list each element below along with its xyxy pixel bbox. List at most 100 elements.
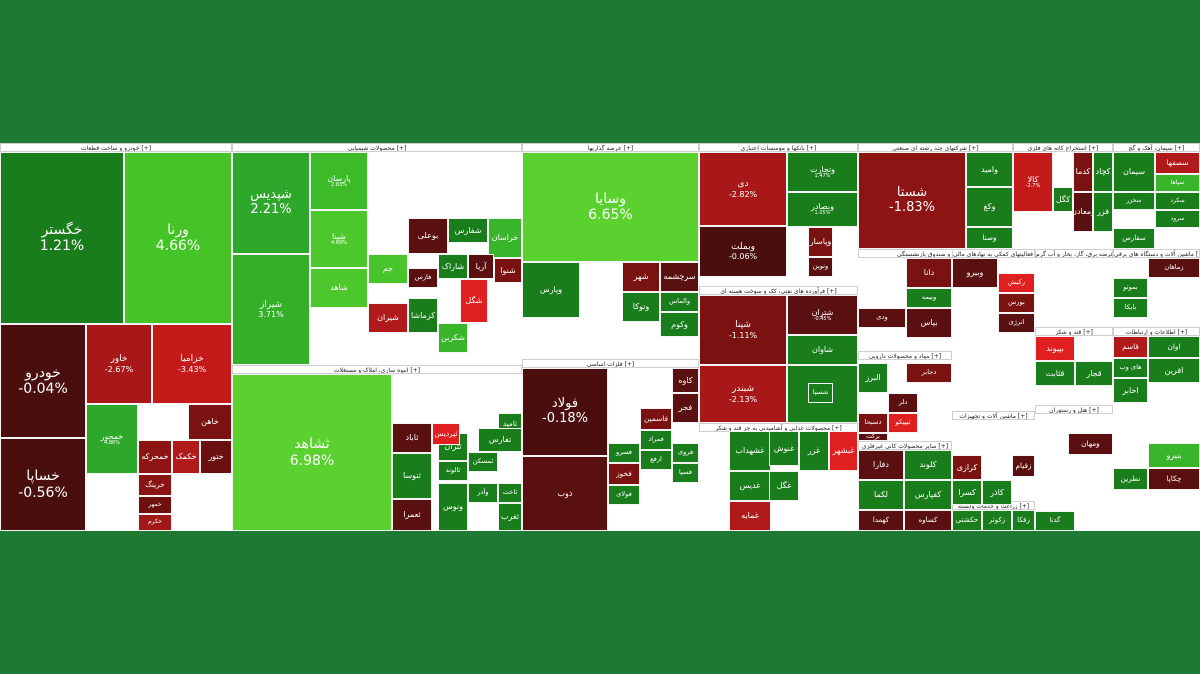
stock-tile[interactable]: غمایه	[729, 501, 771, 531]
stock-tile[interactable]: ثعمرا	[392, 499, 432, 531]
stock-tile[interactable]: ونوین	[808, 257, 833, 277]
stock-tile[interactable]: فزر	[1093, 192, 1113, 232]
stock-tile[interactable]: اوان	[1148, 336, 1200, 358]
stock-tile[interactable]: خزامیا -3.43%	[152, 324, 232, 404]
stock-tile[interactable]: ودی	[858, 308, 906, 328]
stock-tile[interactable]: دفارا	[858, 450, 904, 480]
stock-tile[interactable]: وکوم	[660, 312, 699, 337]
stock-tile[interactable]: کسرا	[952, 480, 982, 505]
stock-tile[interactable]: زماهان	[1148, 258, 1200, 278]
stock-tile[interactable]: ثاباد	[392, 423, 432, 453]
stock-tile[interactable]: خکمک	[172, 440, 200, 474]
stock-tile[interactable]: ونوس	[438, 483, 468, 531]
sector-header[interactable]: خودرو و ساخت قطعات [+]	[0, 143, 232, 152]
stock-tile[interactable]: زقیام	[1012, 455, 1035, 477]
stock-tile[interactable]: غشهداب	[729, 431, 771, 471]
sector-header[interactable]: عرضه برق، گاز، بخار و آب گرم [+]	[1035, 249, 1113, 258]
stock-tile[interactable]: شتران -0.45%	[787, 295, 858, 335]
stock-tile[interactable]: ومعادن	[1073, 192, 1093, 232]
stock-tile[interactable]: شگل	[460, 279, 488, 323]
stock-tile[interactable]: خودرو -0.04%	[0, 324, 86, 438]
stock-tile[interactable]: فولای	[608, 485, 640, 505]
stock-tile[interactable]: شپنا -1.11%	[699, 295, 787, 365]
stock-tile[interactable]: شاراک	[438, 254, 468, 279]
stock-tile[interactable]: قثابت	[1035, 361, 1075, 386]
stock-tile[interactable]: بپیوند	[1035, 336, 1075, 361]
stock-tile[interactable]: ارفع	[640, 450, 672, 470]
stock-tile[interactable]: بنیرو	[1148, 443, 1200, 468]
stock-tile[interactable]: شاهد	[310, 268, 368, 308]
stock-tile[interactable]: وامید	[966, 152, 1013, 187]
stock-tile[interactable]: غزر	[799, 431, 829, 471]
stock-tile[interactable]: کرماشا	[408, 298, 438, 333]
stock-tile[interactable]: شپدیس 2.21%	[232, 152, 310, 254]
stock-tile[interactable]: بموتو	[1113, 278, 1148, 298]
stock-tile[interactable]: سخزر	[1113, 192, 1155, 210]
stock-tile[interactable]: دلر	[888, 393, 918, 413]
stock-tile[interactable]: ثمسکن	[468, 452, 498, 472]
sector-header[interactable]: فلزات اساسی [+]	[522, 359, 699, 368]
stock-tile[interactable]: خمهر	[138, 496, 172, 514]
stock-tile[interactable]: خساپا -0.56%	[0, 438, 86, 531]
stock-tile[interactable]: خاور -2.67%	[86, 324, 152, 404]
stock-tile[interactable]: غبشهر	[829, 431, 858, 471]
stock-tile[interactable]: زفکا	[1012, 510, 1035, 531]
stock-tile[interactable]: نطرین	[1113, 468, 1148, 490]
stock-tile[interactable]: خکرم	[138, 514, 172, 531]
sector-header[interactable]: فعالیتهای کمکی به نهادهای مالی [+]	[952, 249, 1035, 258]
stock-tile[interactable]: بورس	[998, 293, 1035, 313]
stock-tile[interactable]: کاذر	[982, 480, 1012, 505]
stock-tile[interactable]: البرز	[858, 363, 888, 393]
stock-tile[interactable]: خگستر 1.21%	[0, 152, 124, 324]
stock-tile[interactable]: کلوند	[904, 450, 952, 480]
stock-tile[interactable]: سصفها	[1155, 152, 1200, 174]
stock-tile[interactable]: خراسان	[488, 218, 522, 258]
stock-tile[interactable]: وسایا 6.65%	[522, 152, 699, 262]
stock-tile[interactable]: تفارس	[478, 428, 522, 452]
stock-tile[interactable]: بپاس	[906, 308, 952, 338]
stock-tile[interactable]: شسپا	[808, 383, 833, 403]
stock-tile[interactable]: وبیرو	[952, 258, 998, 288]
stock-tile[interactable]: کاوه	[672, 368, 699, 393]
stock-tile[interactable]: وپارس	[522, 262, 580, 318]
stock-tile[interactable]: تیپیکو	[888, 413, 918, 433]
sector-header[interactable]: ماشین آلات و تجهیزات [+]	[952, 411, 1035, 420]
stock-tile[interactable]: شفارس	[448, 218, 488, 243]
stock-tile[interactable]: ثشاهد 6.98%	[232, 374, 392, 531]
stock-tile[interactable]: گدنا	[1035, 511, 1075, 531]
stock-tile[interactable]: وتجارت 1.47%	[787, 152, 858, 192]
stock-tile[interactable]: بایکا	[1113, 298, 1148, 318]
stock-tile[interactable]: ومهان	[1068, 433, 1113, 455]
stock-tile[interactable]: انرژی	[998, 313, 1035, 333]
stock-tile[interactable]: شیراز 3.71%	[232, 254, 310, 365]
stock-tile[interactable]: ورنا 4.66%	[124, 152, 232, 324]
stock-tile[interactable]: سپاها	[1155, 174, 1200, 192]
stock-tile[interactable]: ختور	[200, 440, 232, 474]
stock-tile[interactable]: سفارس	[1113, 228, 1155, 249]
stock-tile[interactable]: پارسان 2.83%	[310, 152, 368, 210]
stock-tile[interactable]: غنوش	[769, 431, 799, 466]
stock-tile[interactable]: شیران	[368, 303, 408, 333]
stock-tile[interactable]: فسپا	[672, 463, 699, 483]
stock-tile[interactable]: برکت	[858, 433, 888, 441]
sector-header[interactable]: ماشین آلات و دستگاه های برقی [+]	[1113, 249, 1200, 258]
stock-tile[interactable]: کرازی	[952, 455, 982, 480]
stock-tile[interactable]: بوعلی	[408, 218, 448, 254]
sector-header[interactable]: سیمان، آهک و گچ [+]	[1113, 143, 1200, 152]
sector-header[interactable]: استخراج کانه های فلزی [+]	[1013, 143, 1113, 152]
stock-tile[interactable]: دجابر	[906, 363, 952, 383]
stock-tile[interactable]: وبصادر 1.05%	[787, 192, 858, 227]
stock-tile[interactable]: کدما	[1073, 152, 1093, 192]
stock-tile[interactable]: فاسمین	[640, 408, 672, 430]
sector-header[interactable]: فرآورده های نفتی، کک و سوخت هسته ای [+]	[699, 286, 858, 295]
stock-tile[interactable]: دسبحا	[858, 413, 888, 433]
stock-tile[interactable]: خاهن	[188, 404, 232, 440]
stock-tile[interactable]: شستا -1.83%	[858, 152, 966, 249]
stock-tile[interactable]: حکشتی	[952, 510, 982, 531]
stock-tile[interactable]: شکربن	[438, 323, 468, 353]
stock-tile[interactable]: آریا	[468, 254, 494, 279]
stock-tile[interactable]: فولاد -0.18%	[522, 368, 608, 456]
stock-tile[interactable]: فارس	[408, 268, 438, 288]
stock-tile[interactable]: ذوب	[522, 456, 608, 531]
stock-tile[interactable]: های وب	[1113, 358, 1148, 378]
